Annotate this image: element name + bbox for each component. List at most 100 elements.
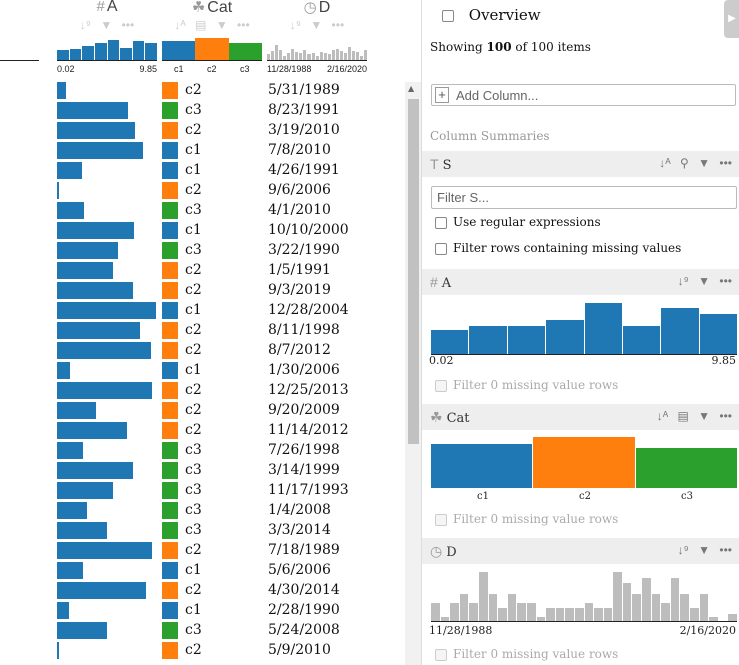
table-row[interactable]: c3 3/14/1999 [0, 460, 405, 480]
histogram-bin[interactable] [343, 53, 347, 60]
table-row[interactable]: c2 9/6/2006 [0, 180, 405, 200]
histogram-bin[interactable] [323, 53, 327, 60]
column-header-a[interactable]: # A ↓⁹ ▼ ••• 0.02 9.85 [57, 0, 157, 74]
filter-icon[interactable]: ▼ [698, 274, 711, 288]
sort-number-icon[interactable]: ↓⁹ [677, 543, 689, 557]
table-row[interactable]: c3 4/1/2010 [0, 200, 405, 220]
histogram-bin[interactable] [507, 326, 546, 355]
histogram-bin[interactable] [699, 314, 737, 355]
missing-checkbox-cat[interactable] [435, 513, 447, 526]
more-icon[interactable]: ••• [331, 18, 345, 32]
histogram-bin[interactable] [469, 603, 478, 622]
histogram-bin[interactable] [546, 320, 584, 355]
histogram-bin[interactable] [319, 52, 323, 60]
summary-header-a[interactable]: # A ↓⁹ ▼ ••• [422, 269, 739, 295]
summary-bar-c1[interactable] [431, 444, 533, 488]
group-icon[interactable]: ▤ [677, 409, 689, 423]
histogram-bin[interactable] [459, 594, 469, 622]
column-header-cat[interactable]: ☘ Cat ↓ᴬ ▤ ▼ ••• c1 c2 c3 [162, 0, 262, 74]
table-row[interactable]: c2 5/9/2010 [0, 640, 405, 660]
table-row[interactable]: c1 10/10/2000 [0, 220, 405, 240]
filter-icon[interactable]: ▼ [698, 543, 711, 557]
histogram-bin[interactable] [450, 603, 459, 622]
histogram-bin[interactable] [120, 48, 132, 60]
histogram-bin[interactable] [622, 583, 632, 622]
histogram-bin[interactable] [536, 617, 546, 622]
histogram-bin[interactable] [642, 578, 651, 622]
missing-option-d[interactable]: Filter 0 missing value rows [435, 647, 618, 661]
more-icon[interactable]: ••• [719, 543, 732, 557]
category-bar-c1[interactable] [162, 41, 196, 60]
more-icon[interactable]: ••• [237, 18, 250, 32]
more-icon[interactable]: ••• [121, 18, 135, 32]
overview-toggle[interactable]: Overview [442, 6, 541, 24]
histogram-bin[interactable] [339, 51, 343, 60]
table-row[interactable]: c1 5/6/2006 [0, 560, 405, 580]
summary-histogram-a[interactable] [431, 303, 737, 355]
group-icon[interactable]: ▤ [195, 18, 207, 32]
missing-option-a[interactable]: Filter 0 missing value rows [435, 378, 618, 392]
histogram-bin[interactable] [364, 50, 368, 60]
histogram-bin[interactable] [82, 46, 94, 60]
histogram-bin[interactable] [347, 47, 351, 60]
table-row[interactable]: c2 12/25/2013 [0, 380, 405, 400]
histogram-bin[interactable] [145, 43, 157, 60]
filter-icon[interactable]: ▼ [310, 18, 323, 32]
sort-alpha-icon[interactable]: ↓ᴬ [659, 156, 671, 170]
histogram-bin[interactable] [311, 53, 315, 60]
histogram-bin[interactable] [315, 56, 319, 60]
filter-s-input[interactable]: Filter S... [431, 186, 737, 209]
histogram-bin[interactable] [670, 578, 680, 622]
histogram-bin[interactable] [295, 52, 299, 60]
histogram-bin[interactable] [690, 608, 699, 622]
histogram-bin[interactable] [469, 326, 507, 355]
histogram-bin[interactable] [267, 54, 271, 60]
table-row[interactable]: c3 11/17/1993 [0, 480, 405, 500]
search-icon[interactable]: ⚲ [680, 156, 689, 170]
sort-number-icon[interactable]: ↓⁹ [79, 18, 91, 32]
table-row[interactable]: c3 5/24/2008 [0, 620, 405, 640]
histogram-bin[interactable] [360, 56, 364, 60]
histogram-bin[interactable] [728, 614, 737, 622]
histogram-bin[interactable] [699, 594, 709, 622]
summary-header-d[interactable]: ◷ D ↓⁹ ▼ ••• [422, 538, 739, 564]
table-row[interactable]: c2 3/19/2010 [0, 120, 405, 140]
category-bar-c3[interactable] [228, 43, 262, 60]
table-row[interactable]: c3 3/22/1990 [0, 240, 405, 260]
histogram-bin[interactable] [488, 594, 498, 622]
table-row[interactable]: c2 7/18/1989 [0, 540, 405, 560]
histogram-bin[interactable] [327, 54, 331, 60]
histogram-bin[interactable] [594, 608, 603, 622]
histogram-bin[interactable] [574, 608, 584, 622]
summary-bar-c2[interactable] [533, 437, 635, 488]
table-row[interactable]: c2 11/14/2012 [0, 420, 405, 440]
histogram-bin[interactable] [661, 308, 699, 355]
histogram-bin[interactable] [546, 608, 555, 622]
filter-icon[interactable]: ▼ [215, 18, 228, 32]
filter-icon[interactable]: ▼ [698, 409, 711, 423]
table-row[interactable]: c2 1/5/1991 [0, 260, 405, 280]
histogram-bin[interactable] [69, 49, 82, 60]
histogram-bin[interactable] [307, 54, 311, 60]
histogram-bin[interactable] [709, 617, 718, 622]
histogram-bin[interactable] [303, 50, 307, 60]
summary-bar-c3[interactable] [635, 448, 737, 488]
table-row[interactable]: c3 3/3/2014 [0, 520, 405, 540]
missing-option-s[interactable]: Filter rows containing missing values [435, 241, 681, 255]
histogram-bin[interactable] [287, 53, 291, 60]
table-row[interactable]: c1 4/26/1991 [0, 160, 405, 180]
histogram-bin[interactable] [331, 50, 335, 60]
histogram-bin[interactable] [478, 572, 488, 622]
histogram-bin[interactable] [57, 50, 69, 60]
histogram-bin[interactable] [498, 608, 507, 622]
histogram-bin[interactable] [132, 41, 145, 60]
histogram-bin[interactable] [291, 49, 295, 60]
histogram-bin[interactable] [283, 56, 287, 60]
missing-option-cat[interactable]: Filter 0 missing value rows [435, 512, 618, 526]
missing-checkbox-s[interactable] [435, 242, 447, 255]
sort-number-icon[interactable]: ↓⁹ [677, 274, 689, 288]
summary-histogram-d[interactable] [431, 572, 737, 622]
histogram-bin[interactable] [431, 603, 440, 622]
table-row[interactable]: c2 5/31/1989 [0, 80, 405, 100]
